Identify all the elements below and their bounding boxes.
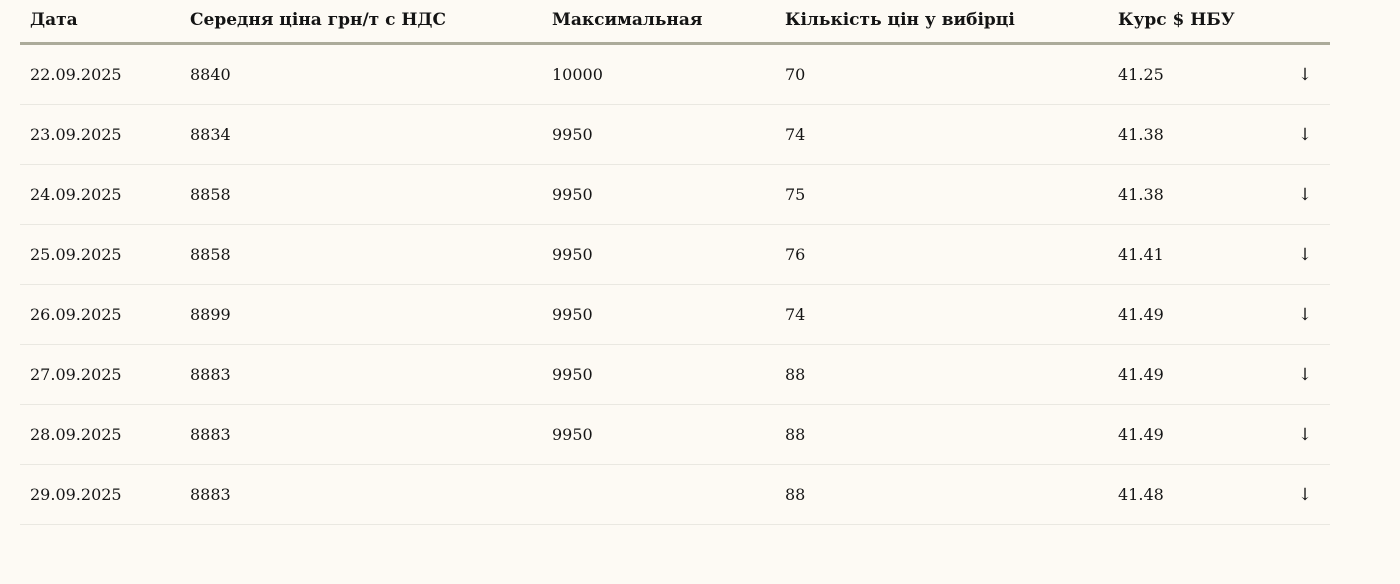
- cell-max-price: 9950: [542, 344, 775, 405]
- table-row: 22.09.2025 8840 10000 70 41.25 ↓: [20, 43, 1330, 105]
- cell-sample-count: 70: [775, 43, 1108, 105]
- cell-usd-rate: 41.38: [1108, 104, 1280, 165]
- cell-usd-rate: 41.49: [1108, 284, 1280, 345]
- header-row: Дата Середня ціна грн/т с НДС Максимальн…: [20, 0, 1330, 45]
- expand-row-button[interactable]: ↓: [1298, 187, 1312, 204]
- arrow-down-icon: ↓: [1297, 245, 1313, 265]
- cell-usd-rate: 41.25: [1108, 43, 1280, 105]
- cell-date: 26.09.2025: [20, 284, 180, 345]
- expand-row-button[interactable]: ↓: [1298, 127, 1312, 144]
- table-body: 22.09.2025 8840 10000 70 41.25 ↓ 23.09.2…: [20, 43, 1330, 525]
- arrow-down-icon: ↓: [1297, 185, 1313, 205]
- cell-sample-count: 88: [775, 344, 1108, 405]
- cell-usd-rate: 41.38: [1108, 164, 1280, 225]
- col-header-avg-price: Середня ціна грн/т с НДС: [180, 0, 542, 45]
- table-row: 27.09.2025 8883 9950 88 41.49 ↓: [20, 344, 1330, 405]
- cell-expand: ↓: [1280, 164, 1330, 225]
- cell-date: 25.09.2025: [20, 224, 180, 285]
- arrow-down-icon: ↓: [1297, 365, 1313, 385]
- col-header-expand: [1280, 0, 1330, 45]
- arrow-down-icon: ↓: [1297, 305, 1313, 325]
- cell-date: 23.09.2025: [20, 104, 180, 165]
- cell-usd-rate: 41.41: [1108, 224, 1280, 285]
- table-row: 25.09.2025 8858 9950 76 41.41 ↓: [20, 224, 1330, 285]
- cell-sample-count: 74: [775, 104, 1108, 165]
- cell-expand: ↓: [1280, 224, 1330, 285]
- cell-usd-rate: 41.48: [1108, 464, 1280, 525]
- col-header-date: Дата: [20, 0, 180, 45]
- cell-sample-count: 88: [775, 464, 1108, 525]
- expand-row-button[interactable]: ↓: [1298, 367, 1312, 384]
- expand-row-button[interactable]: ↓: [1298, 487, 1312, 504]
- cell-avg-price: 8899: [180, 284, 542, 345]
- col-header-max-price: Максимальная: [542, 0, 775, 45]
- table-row: 29.09.2025 8883 88 41.48 ↓: [20, 464, 1330, 525]
- cell-expand: ↓: [1280, 344, 1330, 405]
- cell-expand: ↓: [1280, 284, 1330, 345]
- cell-avg-price: 8840: [180, 43, 542, 105]
- cell-avg-price: 8858: [180, 224, 542, 285]
- cell-max-price: 9950: [542, 224, 775, 285]
- col-header-sample-count: Кількість цін у вибірці: [775, 0, 1108, 45]
- cell-avg-price: 8883: [180, 404, 542, 465]
- cell-max-price: 9950: [542, 104, 775, 165]
- arrow-down-icon: ↓: [1297, 65, 1313, 85]
- arrow-down-icon: ↓: [1297, 425, 1313, 445]
- price-table: Дата Середня ціна грн/т с НДС Максимальн…: [20, 0, 1330, 525]
- cell-date: 22.09.2025: [20, 43, 180, 105]
- cell-usd-rate: 41.49: [1108, 344, 1280, 405]
- expand-row-button[interactable]: ↓: [1298, 247, 1312, 264]
- cell-expand: ↓: [1280, 43, 1330, 105]
- cell-max-price: 10000: [542, 43, 775, 105]
- cell-max-price: 9950: [542, 284, 775, 345]
- cell-expand: ↓: [1280, 104, 1330, 165]
- cell-date: 28.09.2025: [20, 404, 180, 465]
- table-row: 23.09.2025 8834 9950 74 41.38 ↓: [20, 104, 1330, 165]
- cell-sample-count: 76: [775, 224, 1108, 285]
- cell-date: 24.09.2025: [20, 164, 180, 225]
- cell-sample-count: 75: [775, 164, 1108, 225]
- expand-row-button[interactable]: ↓: [1298, 427, 1312, 444]
- arrow-down-icon: ↓: [1297, 485, 1313, 505]
- cell-sample-count: 88: [775, 404, 1108, 465]
- cell-max-price: 9950: [542, 404, 775, 465]
- expand-row-button[interactable]: ↓: [1298, 67, 1312, 84]
- cell-avg-price: 8883: [180, 464, 542, 525]
- cell-date: 29.09.2025: [20, 464, 180, 525]
- cell-avg-price: 8834: [180, 104, 542, 165]
- cell-avg-price: 8858: [180, 164, 542, 225]
- cell-usd-rate: 41.49: [1108, 404, 1280, 465]
- cell-date: 27.09.2025: [20, 344, 180, 405]
- expand-row-button[interactable]: ↓: [1298, 307, 1312, 324]
- cell-sample-count: 74: [775, 284, 1108, 345]
- table-row: 26.09.2025 8899 9950 74 41.49 ↓: [20, 284, 1330, 345]
- cell-expand: ↓: [1280, 464, 1330, 525]
- cell-max-price: 9950: [542, 164, 775, 225]
- table-row: 24.09.2025 8858 9950 75 41.38 ↓: [20, 164, 1330, 225]
- cell-max-price: [542, 464, 775, 525]
- arrow-down-icon: ↓: [1297, 125, 1313, 145]
- cell-avg-price: 8883: [180, 344, 542, 405]
- cell-expand: ↓: [1280, 404, 1330, 465]
- table-header: Дата Середня ціна грн/т с НДС Максимальн…: [20, 0, 1330, 45]
- table-row: 28.09.2025 8883 9950 88 41.49 ↓: [20, 404, 1330, 465]
- col-header-usd-rate: Курс $ НБУ: [1108, 0, 1280, 45]
